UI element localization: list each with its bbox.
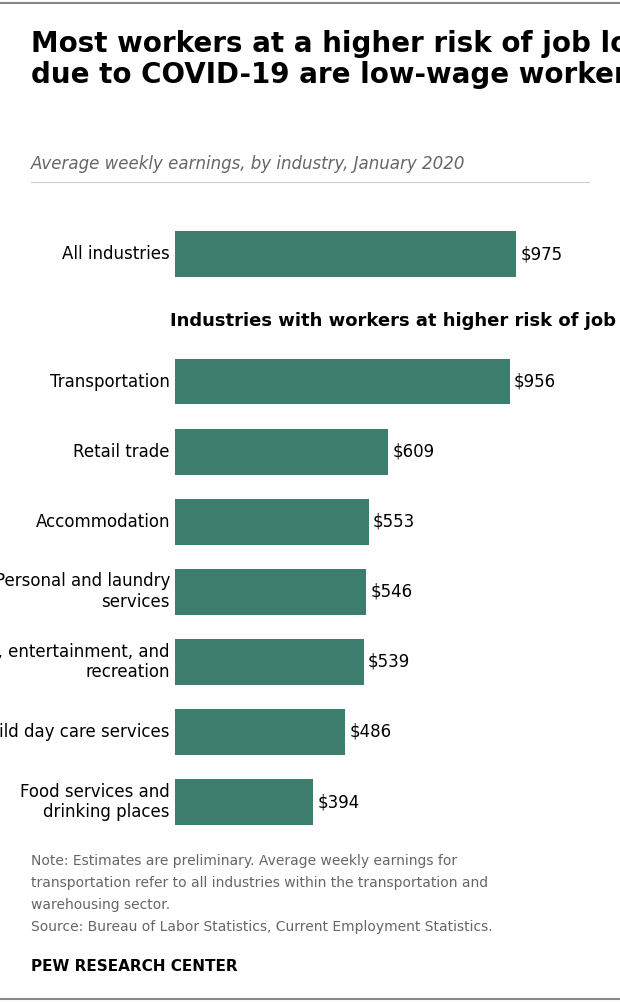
Text: Personal and laundry
services: Personal and laundry services [0, 572, 170, 611]
Text: Accommodation: Accommodation [35, 513, 170, 531]
Bar [175, 709, 345, 755]
Text: Child day care services: Child day care services [0, 723, 170, 741]
Text: Transportation: Transportation [50, 373, 170, 391]
Text: Source: Bureau of Labor Statistics, Current Employment Statistics.: Source: Bureau of Labor Statistics, Curr… [31, 920, 493, 934]
Text: $394: $394 [317, 794, 360, 811]
Text: Most workers at a higher risk of job loss
due to COVID-19 are low-wage workers: Most workers at a higher risk of job los… [31, 30, 620, 89]
Text: $609: $609 [392, 443, 435, 461]
Bar [175, 639, 364, 684]
Text: $956: $956 [514, 373, 556, 391]
Text: $539: $539 [368, 653, 410, 671]
Bar [175, 231, 516, 277]
Text: Industries with workers at higher risk of job loss:: Industries with workers at higher risk o… [170, 312, 620, 330]
Bar [175, 429, 388, 475]
Text: PEW RESEARCH CENTER: PEW RESEARCH CENTER [31, 959, 237, 974]
Bar [175, 499, 369, 545]
Text: Retail trade: Retail trade [73, 443, 170, 461]
Bar [175, 359, 510, 405]
Text: warehousing sector.: warehousing sector. [31, 898, 170, 912]
Text: $975: $975 [520, 245, 562, 264]
Bar [175, 569, 366, 615]
Text: Arts, entertainment, and
recreation: Arts, entertainment, and recreation [0, 642, 170, 681]
Text: All industries: All industries [62, 245, 170, 264]
Text: $546: $546 [370, 583, 412, 601]
Text: transportation refer to all industries within the transportation and: transportation refer to all industries w… [31, 876, 488, 890]
Bar [175, 780, 313, 825]
Text: Average weekly earnings, by industry, January 2020: Average weekly earnings, by industry, Ja… [31, 155, 466, 173]
Text: $553: $553 [373, 513, 415, 531]
Text: Food services and
drinking places: Food services and drinking places [20, 783, 170, 822]
Text: $486: $486 [349, 723, 391, 741]
Text: Note: Estimates are preliminary. Average weekly earnings for: Note: Estimates are preliminary. Average… [31, 854, 457, 868]
